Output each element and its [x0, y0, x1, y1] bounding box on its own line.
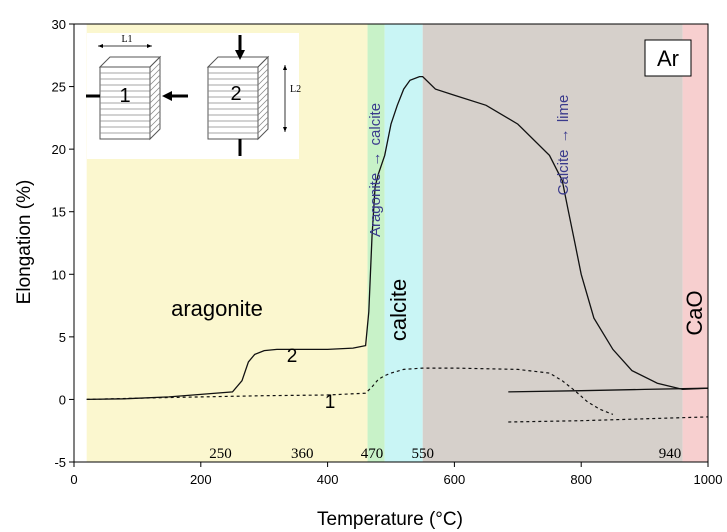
y-tick-label-2: 5: [59, 330, 66, 345]
y-tick-label-1: 0: [59, 392, 66, 407]
y-tick-label-5: 20: [52, 142, 66, 157]
dimension-l1-label: L1: [121, 34, 132, 45]
transition2-to: lime: [555, 95, 572, 123]
atmosphere-box: [644, 39, 692, 77]
x-tick-label-4: 800: [570, 472, 592, 487]
y-tick-label-3: 10: [52, 267, 66, 282]
sample-block-side-layer-1-5: [149, 86, 161, 98]
atmosphere-label: Ar: [657, 46, 679, 71]
sample-block-side-layer-2-6: [257, 92, 269, 104]
sample-block-side-layer-2-3: [257, 74, 269, 86]
dimension-l2-head-bottom: [283, 127, 287, 132]
sample-block-side-layer-1-11: [149, 122, 161, 134]
region-band-2: [384, 24, 423, 462]
transition-aragonite-calcite: Aragonite → calcite: [367, 103, 384, 237]
inset-sample-1-label: 1: [119, 85, 130, 107]
series-line-1: [86, 367, 614, 415]
transition-calcite-lime: Calcite → lime: [555, 95, 572, 196]
sample-orientation-inset: 1 2 L1 L2: [86, 33, 301, 159]
y-axis: -5 0 5 10 15 20 25 30: [52, 17, 74, 470]
y-tick-label-0: -5: [54, 455, 66, 470]
transition1-from: Aragonite: [367, 173, 384, 237]
curve-label-1: 1: [325, 392, 336, 413]
sample-block-side-layer-1-4: [149, 80, 161, 92]
sample-block-side-layer-2-11: [257, 122, 269, 134]
sample-block-side-layer-1-3: [149, 74, 161, 86]
series-line-2: [508, 387, 709, 393]
sample-block-side-layer-1-1: [149, 62, 161, 74]
load-arrowhead-top: [235, 50, 245, 60]
x-tick-label-5: 1000: [694, 472, 723, 487]
transition1-to: calcite: [367, 103, 384, 146]
temperature-marks: 250 360 470 550 940: [209, 446, 681, 462]
dimension-l1-head-left: [98, 44, 103, 48]
temperature-mark-3: 550: [411, 446, 434, 462]
x-tick-label-0: 0: [70, 472, 77, 487]
region-band-3: [422, 24, 683, 462]
x-axis: 0 200 400 600 800 1000: [70, 462, 722, 487]
plot-frame: [73, 23, 709, 463]
sample-block-side-layer-1-9: [149, 110, 161, 122]
region-label-cao: CaO: [682, 290, 707, 335]
sample-block-side-layer-2-10: [257, 116, 269, 128]
region-band-1: [367, 24, 385, 462]
sample-block-side-layer-1-8: [149, 104, 161, 116]
sample-block-side-layer-1-6: [149, 92, 161, 104]
transition1-arrow: →: [367, 152, 384, 167]
temperature-mark-2: 470: [361, 446, 384, 462]
dimension-l2-label: L2: [290, 84, 301, 95]
series-line-0: [86, 75, 709, 401]
transition2-from: Calcite: [555, 150, 572, 196]
temperature-mark-1: 360: [291, 446, 314, 462]
sample-block-side-layer-1-10: [149, 116, 161, 128]
region-band-4: [682, 24, 708, 462]
temperature-mark-4: 940: [659, 446, 682, 462]
dimension-l1-head-right: [147, 44, 152, 48]
y-axis-title: Elongation (%): [14, 180, 35, 305]
x-tick-label-1: 200: [190, 472, 212, 487]
sample-block-side-layer-2-8: [257, 104, 269, 116]
sample-block-side-layer-2-1: [257, 62, 269, 74]
x-axis-title: Temperature (°C): [317, 509, 463, 530]
sample-block-side-layer-2-7: [257, 98, 269, 110]
temperature-mark-0: 250: [209, 446, 232, 462]
sample-block-side-layer-1-2: [149, 68, 161, 80]
x-tick-label-2: 400: [317, 472, 339, 487]
y-tick-label-4: 15: [52, 205, 66, 220]
curve-label-2: 2: [287, 346, 298, 367]
region-label-aragonite: aragonite: [171, 296, 263, 321]
series-line-3: [508, 416, 709, 423]
sample-block-side-layer-1-7: [149, 98, 161, 110]
series-layer: [86, 75, 709, 423]
sample-block-side-layer-2-2: [257, 68, 269, 80]
dimension-l2-head-top: [283, 65, 287, 70]
load-arrowhead-right: [162, 91, 172, 101]
transition2-arrow: →: [555, 128, 572, 143]
y-tick-label-6: 25: [52, 80, 66, 95]
sample-block-side-layer-2-4: [257, 80, 269, 92]
inset-sample-2-label: 2: [230, 83, 241, 105]
sample-block-side-layer-2-9: [257, 110, 269, 122]
y-tick-label-7: 30: [52, 17, 66, 32]
x-tick-label-3: 600: [444, 472, 466, 487]
region-label-calcite: calcite: [386, 279, 411, 341]
sample-block-side-layer-2-5: [257, 86, 269, 98]
